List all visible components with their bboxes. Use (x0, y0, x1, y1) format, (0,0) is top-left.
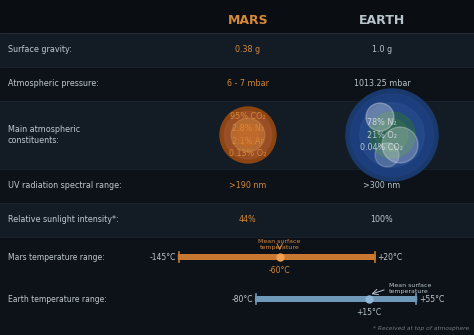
Circle shape (360, 103, 424, 167)
Text: MARS: MARS (228, 13, 268, 26)
Text: Main atmospheric
constituents:: Main atmospheric constituents: (8, 125, 80, 145)
Text: Mars temperature range:: Mars temperature range: (8, 253, 105, 262)
Text: * Received at top of atmosphere: * Received at top of atmosphere (373, 326, 469, 331)
Text: 78% N₂
21% O₂
0.04% CO₂: 78% N₂ 21% O₂ 0.04% CO₂ (361, 118, 403, 152)
Circle shape (376, 119, 408, 151)
Circle shape (351, 93, 433, 177)
FancyBboxPatch shape (0, 33, 474, 67)
Text: 1.0 g: 1.0 g (372, 46, 392, 55)
Text: 95% CO₂
2.8% N₂
2.1% Ar
0.13% O₂: 95% CO₂ 2.8% N₂ 2.1% Ar 0.13% O₂ (229, 112, 267, 158)
Circle shape (369, 112, 415, 158)
Text: -60°C: -60°C (269, 266, 291, 275)
Text: +15°C: +15°C (356, 308, 381, 317)
FancyBboxPatch shape (178, 254, 376, 260)
Text: 1013.25 mbar: 1013.25 mbar (354, 79, 410, 88)
Circle shape (237, 124, 259, 146)
FancyBboxPatch shape (0, 101, 474, 169)
Circle shape (375, 143, 399, 167)
Text: 100%: 100% (371, 215, 393, 224)
Text: EARTH: EARTH (359, 13, 405, 26)
FancyBboxPatch shape (255, 296, 417, 302)
Text: 44%: 44% (239, 215, 257, 224)
Text: Earth temperature range:: Earth temperature range: (8, 294, 107, 304)
Circle shape (224, 111, 272, 159)
Text: >300 nm: >300 nm (364, 182, 401, 191)
Text: Mean surface
temperature: Mean surface temperature (258, 239, 301, 250)
FancyBboxPatch shape (0, 237, 474, 335)
Circle shape (366, 103, 394, 131)
Text: 6 - 7 mbar: 6 - 7 mbar (227, 79, 269, 88)
FancyBboxPatch shape (0, 169, 474, 203)
Text: 0.38 g: 0.38 g (236, 46, 261, 55)
Circle shape (220, 107, 276, 163)
Text: Surface gravity:: Surface gravity: (8, 46, 72, 55)
Text: -80°C: -80°C (231, 294, 253, 304)
FancyBboxPatch shape (0, 203, 474, 237)
Text: Relative sunlight intensity*:: Relative sunlight intensity*: (8, 215, 118, 224)
Text: UV radiation spectral range:: UV radiation spectral range: (8, 182, 122, 191)
Text: Mean surface
temperature: Mean surface temperature (389, 283, 431, 294)
Text: >190 nm: >190 nm (229, 182, 267, 191)
Text: -145°C: -145°C (149, 253, 176, 262)
Text: +55°C: +55°C (419, 294, 445, 304)
Circle shape (346, 89, 438, 181)
FancyBboxPatch shape (0, 67, 474, 101)
Text: Atmospheric pressure:: Atmospheric pressure: (8, 79, 99, 88)
Text: +20°C: +20°C (378, 253, 403, 262)
Circle shape (231, 118, 265, 152)
Circle shape (382, 127, 418, 163)
